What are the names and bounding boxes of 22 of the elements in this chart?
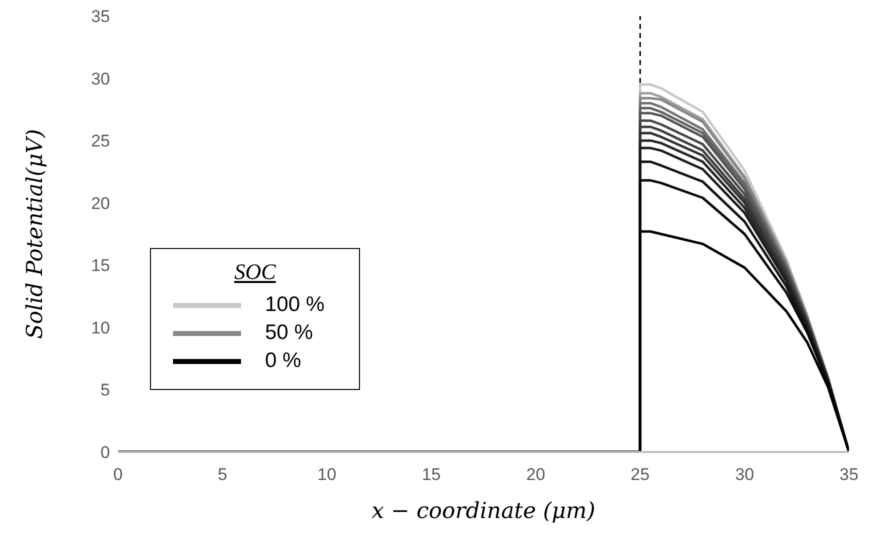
x-tick-label: 25: [630, 465, 650, 484]
x-tick-label: 30: [735, 465, 754, 484]
y-tick-label: 10: [91, 318, 110, 338]
y-axis-title: Solid Potential(μV): [22, 128, 48, 340]
legend-label: 50 %: [265, 321, 313, 345]
legend-label: 0 %: [265, 349, 302, 373]
y-tick-label: 35: [91, 7, 110, 26]
y-tick-label: 30: [91, 69, 110, 88]
legend-label: 100 %: [265, 293, 325, 317]
x-tick-label: 10: [317, 465, 336, 484]
y-tick-label: 25: [91, 132, 110, 151]
y-tick-label: 0: [100, 443, 110, 462]
y-tick-label: 5: [100, 380, 110, 400]
legend-title: SOC: [233, 259, 277, 285]
x-tick-label: 0: [113, 465, 123, 484]
y-tick-label: 15: [91, 256, 110, 276]
x-axis-title: x − coordinate (μm): [372, 499, 596, 524]
x-tick-label: 35: [840, 465, 858, 484]
x-tick-label: 20: [526, 465, 546, 484]
y-tick-label: 20: [91, 194, 110, 213]
x-tick-label: 5: [218, 465, 228, 484]
x-tick-label: 15: [422, 465, 441, 484]
